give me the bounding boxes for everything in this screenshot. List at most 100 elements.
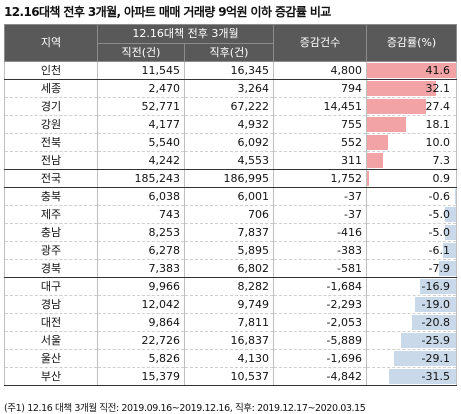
- rate-bar-positive: [367, 171, 369, 186]
- change-cell: 794: [273, 79, 368, 98]
- after-cell: 4,932: [183, 115, 275, 134]
- change-cell: 311: [273, 151, 368, 170]
- rate-value: -0.6: [428, 190, 451, 203]
- rate-value: 32.1: [425, 82, 451, 95]
- table-row: 충남 8,253 7,837 -416 -5.0: [4, 223, 458, 242]
- rate-bar-positive: [367, 99, 426, 114]
- rate-bar-positive: [367, 63, 456, 78]
- region-cell: 충남: [4, 223, 98, 242]
- rate-value: -7.9: [428, 262, 451, 275]
- rate-bar-negative: [445, 225, 456, 240]
- rate-cell: -6.1: [366, 241, 458, 260]
- change-cell: -4,842: [273, 367, 368, 386]
- data-table-container: 지역 12.16대책 전후 3개월 증감건수 증감률(%) 직전(건) 직후(건…: [4, 24, 458, 386]
- rate-value: 0.9: [432, 172, 451, 185]
- table-body: 인천 11,545 16,345 4,800 41.6 세종 2,470 3,264 794 32…: [4, 61, 458, 386]
- before-cell: 743: [97, 205, 185, 224]
- rate-cell: -5.0: [366, 205, 458, 224]
- table-row: 제주 743 706 -37 -5.0: [4, 205, 458, 224]
- rate-cell: -19.0: [366, 295, 458, 314]
- before-cell: 8,253: [97, 223, 185, 242]
- rate-bar-positive: [367, 135, 389, 150]
- before-cell: 22,726: [97, 331, 185, 350]
- header-rate: 증감률(%): [366, 24, 458, 62]
- table-row: 강원 4,177 4,932 755 18.1: [4, 115, 458, 134]
- rate-bar-negative: [388, 369, 456, 384]
- rate-value: -16.9: [421, 280, 451, 293]
- after-cell: 7,837: [183, 223, 275, 242]
- before-cell: 2,470: [97, 79, 185, 98]
- before-cell: 7,383: [97, 259, 185, 278]
- before-cell: 5,540: [97, 133, 185, 152]
- region-cell: 전국: [4, 169, 98, 188]
- rate-value: -29.1: [421, 352, 451, 365]
- table-row: 부산 15,379 10,537 -4,842 -31.5: [4, 367, 458, 386]
- after-cell: 4,130: [183, 349, 275, 368]
- change-cell: -1,684: [273, 277, 368, 296]
- rate-bar-negative: [419, 279, 456, 294]
- rate-bar-positive: [367, 81, 436, 96]
- rate-cell: 0.9: [366, 169, 458, 188]
- region-cell: 광주: [4, 241, 98, 260]
- rate-value: 7.3: [432, 154, 451, 167]
- after-cell: 9,749: [183, 295, 275, 314]
- rate-value: -5.0: [428, 226, 451, 239]
- change-cell: -581: [273, 259, 368, 278]
- change-cell: 4,800: [273, 61, 368, 80]
- rate-cell: -7.9: [366, 259, 458, 278]
- region-cell: 서울: [4, 331, 98, 350]
- footnote: (주1) 12.16 대책 3개월 직전: 2019.09.16~2019.12…: [4, 403, 366, 414]
- rate-value: -20.8: [421, 316, 451, 329]
- region-cell: 대구: [4, 277, 98, 296]
- region-cell: 대전: [4, 313, 98, 332]
- region-cell: 울산: [4, 349, 98, 368]
- after-cell: 6,092: [183, 133, 275, 152]
- region-cell: 경북: [4, 259, 98, 278]
- table-row: 충북 6,038 6,001 -37 -0.6: [4, 187, 458, 206]
- table-row: 세종 2,470 3,264 794 32.1: [4, 79, 458, 98]
- rate-cell: 10.0: [366, 133, 458, 152]
- table-row: 대전 9,864 7,811 -2,053 -20.8: [4, 313, 458, 332]
- rate-cell: 27.4: [366, 97, 458, 116]
- rate-cell: -16.9: [366, 277, 458, 296]
- after-cell: 67,222: [183, 97, 275, 116]
- change-cell: 552: [273, 133, 368, 152]
- before-cell: 6,038: [97, 187, 185, 206]
- rate-value: -19.0: [421, 298, 451, 311]
- rate-cell: 18.1: [366, 115, 458, 134]
- region-cell: 인천: [4, 61, 98, 80]
- after-cell: 7,811: [183, 313, 275, 332]
- rate-bar-negative: [400, 333, 456, 348]
- before-cell: 5,826: [97, 349, 185, 368]
- change-cell: -1,696: [273, 349, 368, 368]
- change-cell: -2,293: [273, 295, 368, 314]
- rate-bar-positive: [367, 153, 383, 168]
- rate-value: 41.6: [425, 64, 451, 77]
- after-cell: 6,802: [183, 259, 275, 278]
- before-cell: 15,379: [97, 367, 185, 386]
- rate-value: 18.1: [425, 118, 451, 131]
- after-cell: 16,345: [183, 61, 275, 80]
- after-cell: 5,895: [183, 241, 275, 260]
- rate-cell: -25.9: [366, 331, 458, 350]
- rate-value: 10.0: [425, 136, 451, 149]
- after-cell: 186,995: [183, 169, 275, 188]
- header-change: 증감건수: [273, 24, 368, 62]
- table-row: 전남 4,242 4,553 311 7.3: [4, 151, 458, 170]
- chart-title: 12.16대책 전후 3개월, 아파트 매매 거래량 9억원 이하 증감률 비교: [4, 5, 331, 19]
- change-cell: 1,752: [273, 169, 368, 188]
- table-row: 인천 11,545 16,345 4,800 41.6: [4, 61, 458, 80]
- after-cell: 4,553: [183, 151, 275, 170]
- header-before: 직전(건): [97, 43, 185, 62]
- change-cell: -2,053: [273, 313, 368, 332]
- rate-cell: 32.1: [366, 79, 458, 98]
- rate-value: -31.5: [421, 370, 451, 383]
- rate-value: -5.0: [428, 208, 451, 221]
- rate-bar-negative: [415, 297, 456, 312]
- change-cell: 14,451: [273, 97, 368, 116]
- header-group: 12.16대책 전후 3개월: [96, 24, 275, 44]
- rate-cell: 7.3: [366, 151, 458, 170]
- region-cell: 전남: [4, 151, 98, 170]
- table-row: 경남 12,042 9,749 -2,293 -19.0: [4, 295, 458, 314]
- rate-cell: -29.1: [366, 349, 458, 368]
